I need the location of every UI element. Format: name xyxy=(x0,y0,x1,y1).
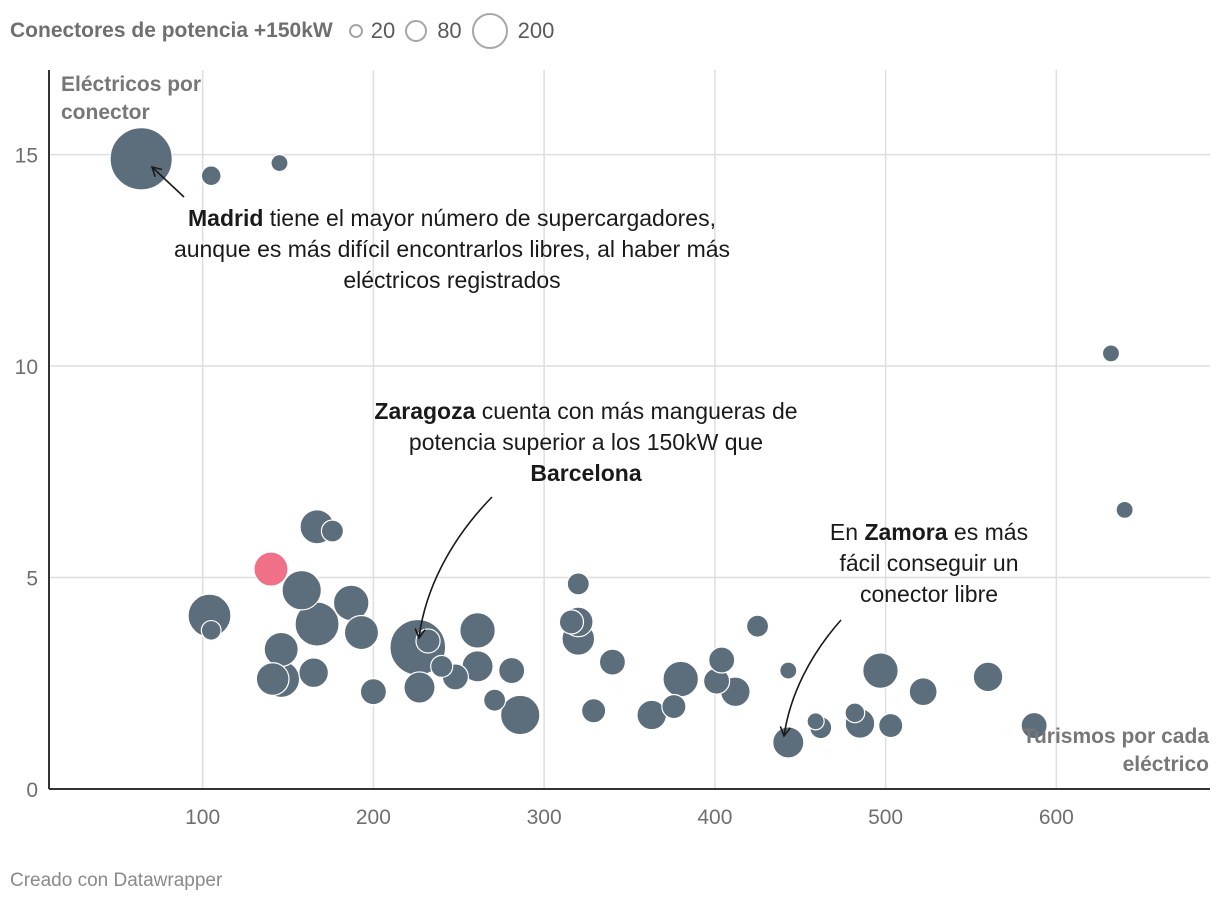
x-axis-title: Turismos por cada xyxy=(1023,725,1210,748)
annotation-zaragoza: Zaragoza cuenta con más mangueras de xyxy=(374,398,797,424)
data-point xyxy=(200,165,222,187)
x-tick-label: 500 xyxy=(868,806,903,829)
annotation-text: Zamora xyxy=(864,519,947,545)
annotation-zaragoza-bold: Barcelona xyxy=(530,460,641,486)
y-tick-label: 15 xyxy=(15,145,38,168)
data-point xyxy=(779,661,798,680)
legend-label-20: 20 xyxy=(370,18,396,43)
annotation-madrid-line: eléctricos registrados xyxy=(343,267,560,293)
data-point xyxy=(320,519,345,543)
annotation-text: En xyxy=(830,519,865,545)
y-tick-label: 0 xyxy=(26,779,38,802)
data-point xyxy=(844,702,866,724)
data-point-madrid xyxy=(109,127,173,191)
data-point xyxy=(253,551,289,587)
data-point xyxy=(598,648,627,676)
data-point xyxy=(566,572,590,596)
annotation-text: Madrid xyxy=(188,205,263,231)
annotation-zamora-line: fácil conseguir un xyxy=(840,550,1019,576)
data-point xyxy=(359,678,388,706)
annotation-zaragoza-line: potencia superior a los 150kW que xyxy=(409,429,763,455)
data-point xyxy=(580,698,607,724)
data-point xyxy=(806,712,825,731)
data-point xyxy=(661,693,687,720)
data-point xyxy=(972,661,1004,693)
data-point xyxy=(459,612,496,649)
x-tick-label: 100 xyxy=(185,806,220,829)
x-tick-label: 200 xyxy=(356,806,391,829)
annotation-text: cuenta con más mangueras de xyxy=(475,398,797,424)
data-point xyxy=(862,652,899,689)
data-point xyxy=(745,614,770,638)
y-tick-label: 5 xyxy=(26,568,38,591)
legend-item-20: 20 xyxy=(348,18,396,44)
data-point xyxy=(558,609,585,635)
data-point xyxy=(298,657,329,689)
data-point xyxy=(498,656,526,685)
y-tick-label: 10 xyxy=(15,356,38,379)
data-point xyxy=(270,153,289,173)
legend-circle-80 xyxy=(405,20,428,42)
legend-item-80: 80 xyxy=(405,18,462,44)
data-point xyxy=(430,654,454,678)
data-point xyxy=(499,694,541,736)
legend-label-80: 80 xyxy=(437,18,462,43)
data-point xyxy=(403,671,436,704)
annotation-text: Zaragoza xyxy=(374,398,475,424)
x-tick-label: 400 xyxy=(697,806,732,829)
y-axis-title: Eléctricos por xyxy=(61,73,201,96)
annotation-madrid-line: aunque es más difícil encontrarlos libre… xyxy=(174,236,730,262)
data-point xyxy=(1020,711,1048,740)
legend-item-200: 200 xyxy=(471,13,555,49)
annotation-zamora-line: conector libre xyxy=(860,581,998,607)
data-point xyxy=(200,619,222,641)
annotation-zamora: En Zamora es más xyxy=(830,519,1028,545)
data-point xyxy=(662,660,700,698)
legend-label-200: 200 xyxy=(517,18,555,43)
x-tick-label: 600 xyxy=(1039,806,1074,829)
data-point xyxy=(908,677,938,707)
legend-title: Conectores de potencia +150kW xyxy=(10,19,333,42)
legend-circle-20 xyxy=(348,24,363,38)
zaragoza-arrow xyxy=(414,496,493,640)
data-point xyxy=(281,569,322,611)
data-point xyxy=(255,662,290,696)
data-point xyxy=(263,631,299,668)
data-point-zamora xyxy=(772,726,805,759)
data-point xyxy=(1115,500,1134,519)
annotation-text: es más xyxy=(948,519,1029,545)
annotation-madrid: Madrid tiene el mayor número de supercar… xyxy=(188,205,716,231)
annotation-text: tiene el mayor número de supercargadores… xyxy=(263,205,716,231)
x-tick-label: 300 xyxy=(527,806,562,829)
madrid-arrow xyxy=(150,165,185,198)
zamora-arrow xyxy=(779,619,842,738)
data-point xyxy=(483,688,507,712)
footer-credit: Creado con Datawrapper xyxy=(10,870,223,891)
x-axis-title: eléctrico xyxy=(1123,753,1209,776)
data-point xyxy=(1101,344,1121,363)
y-axis-title: conector xyxy=(61,101,150,124)
data-point xyxy=(878,712,904,739)
legend-circle-200 xyxy=(471,13,508,49)
data-point xyxy=(708,646,736,674)
size-legend: Conectores de potencia +150kW 20 80 200 xyxy=(10,13,564,49)
data-point xyxy=(343,614,380,651)
